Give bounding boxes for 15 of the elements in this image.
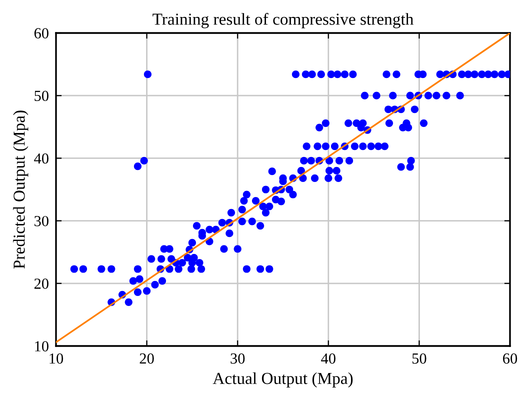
chart-title: Training result of compressive strength [152,12,414,28]
x-tick-label: 60 [503,353,518,364]
x-tick-label: 10 [50,353,64,364]
x-tick-label: 30 [230,353,245,364]
y-tick-label: 20 [34,278,48,289]
y-tick-label: 40 [34,153,48,164]
y-tick-label: 50 [34,90,48,102]
x-tick-label: 50 [412,353,426,364]
x-tick-label: 20 [140,353,154,364]
y-tick-label: 60 [34,28,48,38]
x-axis-title: Actual Output (Mpa) [212,372,353,388]
y-tick-label: 10 [35,341,48,352]
y-axis-title: Predicted Output (Mpa) [13,110,28,269]
x-tick-label: 40 [321,353,336,364]
y-tick-label: 30 [34,216,48,226]
